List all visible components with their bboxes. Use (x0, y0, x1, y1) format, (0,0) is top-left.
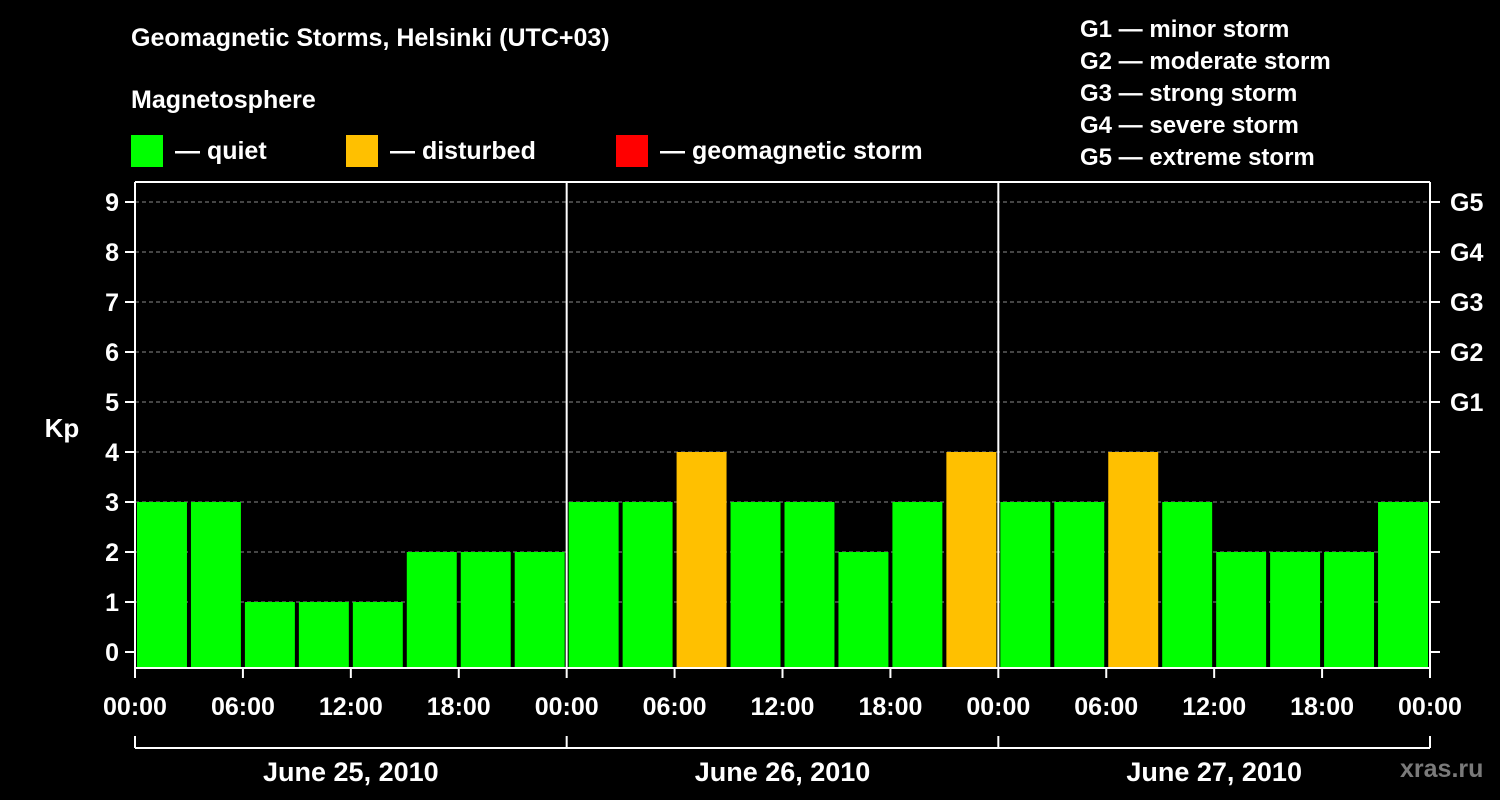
legend-quiet: — quiet (131, 135, 267, 167)
x-tick-label: 12:00 (751, 693, 815, 721)
y-tick-label: 1 (105, 589, 119, 617)
legend-quiet-label: — quiet (175, 136, 267, 165)
kp-bar (137, 502, 187, 668)
day-label: June 27, 2010 (1126, 757, 1302, 787)
kp-bar (568, 502, 619, 668)
kp-bar (676, 452, 727, 668)
kp-bar (1216, 552, 1267, 668)
x-tick-label: 06:00 (211, 693, 275, 721)
kp-bar (514, 552, 565, 668)
kp-bar (1108, 452, 1159, 668)
legend-disturbed: — disturbed (346, 135, 536, 167)
kp-bar (622, 502, 673, 668)
kp-bar (1000, 502, 1051, 668)
kp-bar (190, 502, 241, 668)
x-tick-label: 12:00 (319, 693, 383, 721)
kp-bar (1378, 502, 1428, 668)
x-tick-label: 00:00 (966, 693, 1030, 721)
day-label: June 26, 2010 (695, 757, 871, 787)
y-tick-label: 4 (105, 439, 119, 467)
kp-bar (730, 502, 781, 668)
kp-bar (784, 502, 835, 668)
legend-storm-swatch (616, 135, 648, 167)
g-scale-label: G5 (1450, 189, 1483, 217)
legend-disturbed-label: — disturbed (390, 136, 536, 165)
y-tick-label: 9 (105, 189, 119, 217)
kp-bar (406, 552, 457, 668)
kp-bar (892, 502, 943, 668)
legend-storm: — geomagnetic storm (616, 135, 923, 167)
y-tick-label: 0 (105, 639, 119, 667)
g-scale-legend: G1 — minor storm G2 — moderate storm G3 … (1080, 14, 1331, 174)
kp-bar (946, 452, 997, 668)
legend-disturbed-swatch (346, 135, 378, 167)
watermark: xras.ru (1400, 755, 1484, 783)
g-scale-label: G4 (1450, 239, 1483, 267)
y-tick-label: 6 (105, 339, 119, 367)
x-tick-label: 00:00 (103, 693, 167, 721)
kp-bar (1162, 502, 1213, 668)
kp-bar (298, 602, 349, 668)
g-legend-g1: G1 — minor storm (1080, 16, 1290, 43)
kp-bar (460, 552, 511, 668)
kp-bar (1054, 502, 1105, 668)
x-tick-label: 00:00 (535, 693, 599, 721)
day-label: June 25, 2010 (263, 757, 439, 787)
legend-quiet-swatch (131, 135, 163, 167)
y-axis-title: Kp (45, 413, 80, 443)
kp-bar (244, 602, 295, 668)
chart-title: Geomagnetic Storms, Helsinki (UTC+03) (131, 24, 610, 52)
g-scale-label: G2 (1450, 339, 1483, 367)
x-tick-label: 06:00 (1074, 693, 1138, 721)
x-tick-label: 12:00 (1182, 693, 1246, 721)
x-tick-label: 18:00 (1290, 693, 1354, 721)
legend-storm-label: — geomagnetic storm (660, 136, 923, 165)
x-tick-label: 18:00 (427, 693, 491, 721)
y-tick-label: 7 (105, 289, 119, 317)
magnetosphere-heading: Magnetosphere (131, 86, 316, 114)
x-tick-label: 00:00 (1398, 693, 1462, 721)
y-tick-label: 5 (105, 389, 119, 417)
g-legend-g4: G4 — severe storm (1080, 112, 1299, 139)
g-scale-label: G1 (1450, 389, 1483, 417)
kp-bar (1270, 552, 1321, 668)
y-tick-label: 2 (105, 539, 119, 567)
y-tick-label: 3 (105, 489, 119, 517)
g-legend-g3: G3 — strong storm (1080, 80, 1298, 107)
g-legend-g5: G5 — extreme storm (1080, 144, 1315, 171)
kp-bar (838, 552, 889, 668)
kp-bar (352, 602, 403, 668)
x-tick-label: 06:00 (643, 693, 707, 721)
g-scale-label: G3 (1450, 289, 1483, 317)
kp-bar (1324, 552, 1375, 668)
y-tick-label: 8 (105, 239, 119, 267)
g-legend-g2: G2 — moderate storm (1080, 48, 1331, 75)
x-tick-label: 18:00 (858, 693, 922, 721)
